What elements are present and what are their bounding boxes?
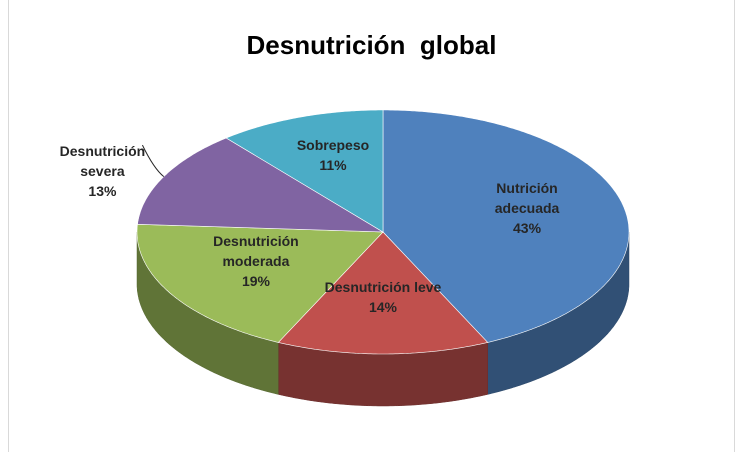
- slice: [225, 109, 384, 233]
- data-label: Desnutrición leve 14%: [303, 277, 463, 317]
- slice: [382, 109, 630, 343]
- data-label: Nutrición adecuada 43%: [472, 178, 582, 238]
- slice-name: Desnutrición leve: [324, 279, 442, 296]
- slice-value: 11%: [319, 157, 347, 174]
- data-label: Sobrepeso 11%: [278, 135, 388, 175]
- slice-value: 19%: [241, 273, 270, 290]
- slice-name: Desnutrición moderada: [213, 233, 299, 270]
- leader-line: [141, 144, 165, 178]
- slice-name: Nutrición adecuada: [494, 180, 560, 217]
- chart-title: Desnutrición global: [246, 30, 497, 60]
- slice-name: Desnutrición severa: [59, 143, 146, 180]
- slice-value: 13%: [88, 183, 117, 200]
- data-label: Desnutrición severa 13%: [42, 141, 162, 201]
- slice-value: 43%: [513, 220, 542, 237]
- data-label: Desnutrición moderada 19%: [201, 231, 311, 291]
- slice: [136, 223, 384, 343]
- slice-value: 14%: [368, 299, 398, 316]
- chart-frame: [8, 0, 735, 452]
- slice-name: Sobrepeso: [296, 137, 370, 154]
- slice: [277, 231, 489, 355]
